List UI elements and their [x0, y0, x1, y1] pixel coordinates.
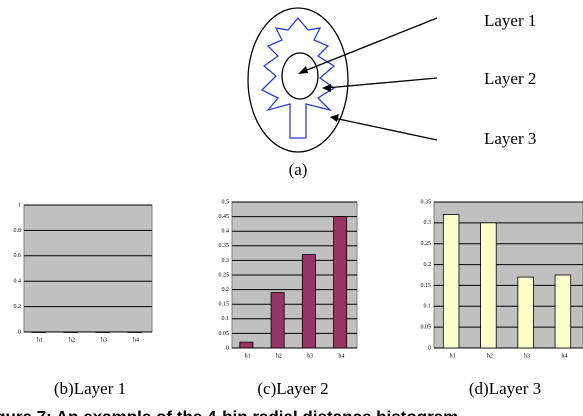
arrow	[334, 118, 437, 140]
layer-label: Layer 3	[484, 129, 536, 148]
x-tick-label: h2	[276, 353, 282, 359]
bar	[555, 275, 571, 348]
layer-label: Layer 1	[484, 11, 536, 30]
x-tick-label: h4	[561, 353, 567, 359]
bar	[518, 277, 534, 348]
y-tick-label: 0.4	[222, 229, 230, 235]
bar	[443, 215, 459, 348]
y-tick-label: 0.35	[421, 199, 432, 205]
y-tick-label: 0.05	[421, 325, 432, 331]
y-tick-label: 0.1	[222, 316, 230, 322]
figure-caption: Figure 7: An example of the 4-bin radial…	[0, 407, 458, 416]
y-tick-label: 0	[226, 345, 229, 351]
tree-outline	[262, 18, 334, 138]
bar	[271, 293, 284, 348]
bar	[96, 332, 109, 333]
diagram: Layer 1 Layer 2 Layer 3 (a)	[248, 8, 536, 179]
x-tick-label: h1	[450, 353, 456, 359]
y-tick-label: 0.05	[219, 331, 230, 337]
bar	[302, 255, 315, 348]
y-tick-label: 0.25	[219, 272, 230, 278]
y-tick-label: 0.1	[424, 304, 432, 310]
y-tick-label: 0.8	[14, 228, 22, 234]
arrow	[302, 18, 437, 72]
y-tick-label: 0.3	[424, 220, 432, 226]
panel-label: (a)	[289, 160, 308, 179]
y-tick-label: 0.4	[14, 279, 22, 285]
y-tick-label: 0.15	[421, 283, 432, 289]
y-tick-label: 0.2	[14, 304, 22, 310]
figure: Layer 1 Layer 2 Layer 3 (a) Figure 7: An…	[0, 0, 583, 416]
bar	[240, 342, 253, 348]
x-tick-label: h4	[338, 353, 344, 359]
x-tick-label: h2	[487, 353, 493, 359]
chart-title: (b)Layer 1	[54, 379, 126, 398]
bar	[334, 217, 347, 348]
layer-label: Layer 2	[484, 69, 536, 88]
y-tick-label: 0.2	[424, 262, 432, 268]
x-tick-label: h3	[101, 337, 107, 343]
arrow-head	[322, 84, 331, 92]
outer-ring	[248, 8, 348, 152]
chart-title: (d)Layer 3	[469, 379, 541, 398]
x-tick-label: h2	[69, 337, 75, 343]
x-tick-label: h1	[37, 337, 43, 343]
y-tick-label: 0.45	[219, 214, 230, 220]
bar	[128, 332, 141, 333]
y-tick-label: 1	[18, 202, 21, 208]
bar	[32, 332, 45, 333]
x-tick-label: h3	[524, 353, 530, 359]
y-tick-label: 0.3	[222, 258, 230, 264]
bar	[481, 223, 497, 348]
arrow	[326, 78, 437, 88]
arrow-head	[330, 114, 339, 122]
x-tick-label: h3	[307, 353, 313, 359]
y-tick-label: 0.25	[421, 241, 432, 247]
y-tick-label: 0.15	[219, 302, 230, 308]
inner-ring	[282, 53, 318, 99]
y-tick-label: 0.2	[222, 287, 230, 293]
x-tick-label: h4	[133, 337, 139, 343]
x-tick-label: h1	[245, 353, 251, 359]
chart-title: (c)Layer 2	[257, 379, 328, 398]
y-tick-label: 0	[18, 329, 21, 335]
y-tick-label: 0.35	[219, 243, 230, 249]
y-tick-label: 0.6	[14, 253, 22, 259]
arrow-head	[298, 66, 308, 74]
y-tick-label: 0.5	[222, 199, 230, 205]
bar	[64, 332, 77, 333]
plot-area	[24, 205, 152, 332]
y-tick-label: 0	[428, 345, 431, 351]
page: Layer 1 Layer 2 Layer 3 (a) Figure 7: An…	[0, 0, 583, 416]
